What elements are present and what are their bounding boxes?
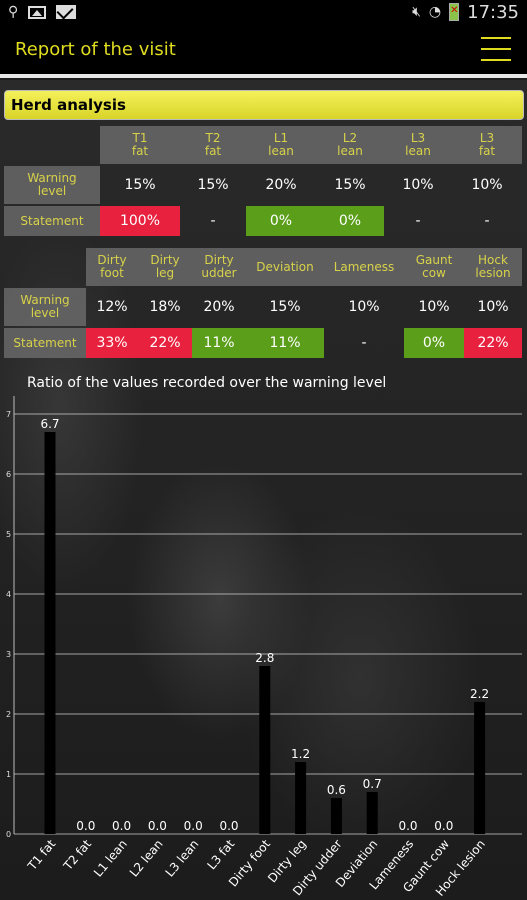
bar-value-label: 0.0 <box>219 819 238 833</box>
statement-cell: 0% <box>246 206 316 236</box>
bar-value-label: 0.0 <box>148 819 167 833</box>
table-header-cell: Dirty foot <box>86 248 138 286</box>
usb-icon: ⚲ <box>8 4 19 20</box>
table-header-cell: T1 fat <box>100 126 180 164</box>
table-header-cell: L3 lean <box>384 126 452 164</box>
statement-cell: 11% <box>246 328 324 358</box>
bar-value-label: 0.0 <box>434 819 453 833</box>
statement-cell: 22% <box>464 328 522 358</box>
bar-value-label: 0.0 <box>76 819 95 833</box>
table-cell: 15% <box>124 177 156 193</box>
table-header-cell: Dirty leg <box>138 248 192 286</box>
row-label-statement: Statement <box>4 328 86 358</box>
table-cell: 18% <box>149 299 181 315</box>
page-title: Report of the visit <box>15 38 176 60</box>
table-cell: 10% <box>471 177 503 193</box>
app-bar: Report of the visit <box>0 24 527 78</box>
y-tick-label: 6 <box>6 470 11 479</box>
chart-title: Ratio of the values recorded over the wa… <box>27 375 387 391</box>
table-header-cell: Deviation <box>246 248 324 286</box>
table-header-cell: T2 fat <box>180 126 246 164</box>
bar <box>330 798 342 834</box>
hamburger-menu-icon[interactable] <box>481 37 511 61</box>
statement-cell: - <box>210 213 216 229</box>
bar-value-label: 1.2 <box>291 747 310 761</box>
table-warning-fat-lean: T1 fat T2 fat L1 lean L2 lean L3 lean L3… <box>0 126 527 238</box>
statement-cell: 11% <box>192 328 246 358</box>
table-cell: 15% <box>334 177 366 193</box>
clock: 17:35 <box>467 1 519 23</box>
table-header-cell: Gaunt cow <box>404 248 464 286</box>
bar-value-label: 0.0 <box>184 819 203 833</box>
bar <box>44 432 56 834</box>
table-cell: 20% <box>265 177 297 193</box>
y-tick-label: 1 <box>6 770 11 779</box>
y-tick-label: 2 <box>6 710 11 719</box>
x-category-label: L3 lean <box>163 837 202 880</box>
statement-cell: - <box>415 213 421 229</box>
x-category-label: L3 fat <box>204 837 237 873</box>
table-cell: 15% <box>269 299 301 315</box>
table-header-cell: Dirty udder <box>192 248 246 286</box>
statement-cell: 22% <box>138 328 192 358</box>
table-cell: 10% <box>477 299 509 315</box>
status-bar: ⚲ 🔇︎ ◔ 17:35 <box>0 0 527 24</box>
table-header-cell: L3 fat <box>452 126 522 164</box>
table-cell: 12% <box>96 299 128 315</box>
statement-cell: - <box>484 213 490 229</box>
bar <box>366 792 378 834</box>
row-label-statement: Statement <box>4 206 100 236</box>
y-tick-label: 7 <box>6 410 11 419</box>
mail-icon <box>56 5 77 19</box>
statement-cell: 0% <box>404 328 464 358</box>
bar <box>259 666 271 834</box>
y-tick-label: 5 <box>6 530 11 539</box>
mute-icon: 🔇︎ <box>412 4 421 20</box>
section-header[interactable]: Herd analysis <box>4 90 524 120</box>
table-warning-hygiene: Dirty foot Dirty leg Dirty udder Deviati… <box>0 248 527 360</box>
table-cell: 10% <box>418 299 450 315</box>
statement-cell: - <box>361 335 367 351</box>
x-category-label: L1 lean <box>91 837 130 880</box>
bar-value-label: 0.0 <box>112 819 131 833</box>
statement-cell: 0% <box>316 206 384 236</box>
table-cell: 10% <box>348 299 380 315</box>
bar-value-label: 0.0 <box>398 819 417 833</box>
y-tick-label: 4 <box>6 590 11 599</box>
table-header-cell: L2 lean <box>316 126 384 164</box>
y-tick-label: 3 <box>6 650 11 659</box>
statement-cell: 33% <box>86 328 138 358</box>
table-header-cell: L1 lean <box>246 126 316 164</box>
table-cell: 20% <box>203 299 235 315</box>
bar-value-label: 2.8 <box>255 651 274 665</box>
x-category-label: L2 lean <box>127 837 166 880</box>
row-label-warning-level: Warning level <box>4 166 100 204</box>
bar-value-label: 0.7 <box>363 777 382 791</box>
bar <box>474 702 486 834</box>
wifi-icon: ◔ <box>428 4 442 20</box>
x-category-label: T2 fat <box>60 837 94 874</box>
statement-cell: 100% <box>100 206 180 236</box>
table-header-cell: Hock lesion <box>464 248 522 286</box>
bar-value-label: 6.7 <box>40 417 59 431</box>
bar-value-label: 2.2 <box>470 687 489 701</box>
table-cell: 15% <box>197 177 229 193</box>
battery-icon <box>449 3 460 21</box>
bar <box>295 762 307 834</box>
table-cell: 10% <box>402 177 434 193</box>
table-header-cell: Lameness <box>324 248 404 286</box>
x-category-label: T1 fat <box>24 837 58 874</box>
bar-value-label: 0.6 <box>327 783 346 797</box>
row-label-warning-level: Warning level <box>4 288 86 326</box>
y-tick-label: 0 <box>6 830 11 839</box>
image-icon <box>28 5 47 19</box>
